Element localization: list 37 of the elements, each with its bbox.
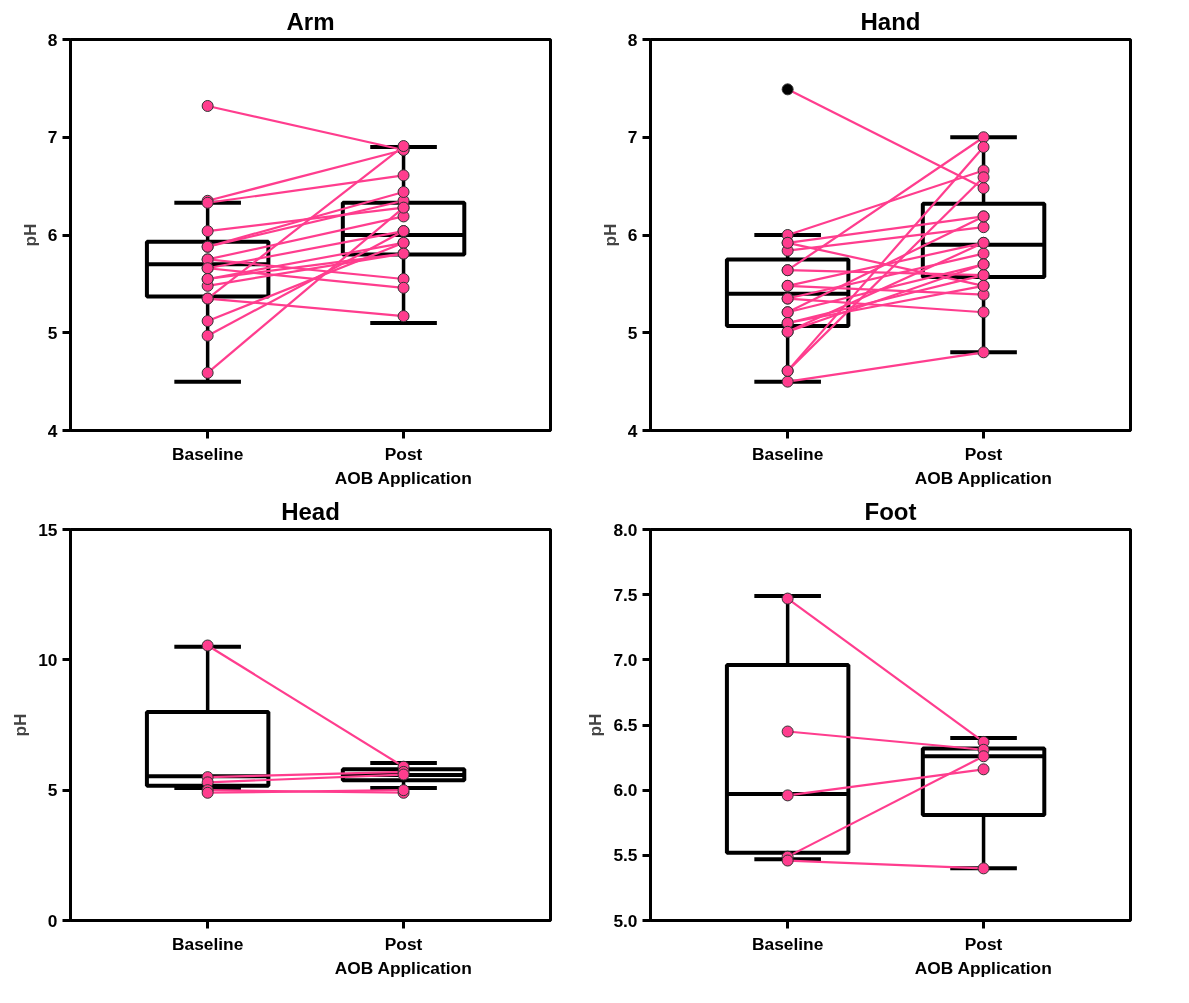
y-tick-label: 7 (47, 127, 58, 148)
x-tick-label: Baseline (172, 933, 244, 954)
y-axis-title: pH (599, 223, 620, 247)
x-tick-label: Baseline (172, 443, 244, 464)
y-tick-label: 6 (47, 225, 58, 245)
x-tick-label: Baseline (752, 933, 824, 954)
y-tick-label: 0 (47, 910, 58, 931)
x-tick-label: Post AOB Application (334, 443, 472, 488)
chart-title: Head (281, 497, 340, 525)
y-tick-label: 8 (627, 29, 638, 50)
y-tick-label: 5.5 (613, 845, 638, 866)
y-tick-label: 8 (47, 29, 58, 50)
y-tick-label: 6.5 (613, 715, 638, 735)
x-tick-label: Post AOB Application (334, 933, 472, 978)
y-tick-label: 7.0 (613, 649, 638, 670)
y-axis-title: pH (19, 223, 40, 247)
x-tick-label: Post AOB Application (914, 933, 1052, 978)
y-tick-label: 15 (38, 519, 58, 540)
x-tick-label: Post AOB Application (914, 443, 1052, 488)
y-tick-label: 6 (627, 225, 638, 245)
chart-title: Foot (864, 497, 917, 525)
y-tick-label: 4 (627, 420, 638, 441)
y-tick-label: 5 (47, 780, 58, 801)
y-tick-label: 10 (38, 649, 58, 670)
y-tick-label: 5 (47, 322, 58, 343)
y-tick-label: 5 (627, 322, 638, 343)
y-tick-label: 6.0 (613, 780, 638, 801)
y-tick-label: 5.0 (613, 910, 638, 931)
y-tick-label: 7.5 (613, 584, 638, 605)
y-tick-label: 8.0 (613, 519, 638, 540)
chart-title: Hand (860, 7, 921, 35)
x-tick-label: Baseline (752, 443, 824, 464)
y-axis-title: pH (585, 713, 606, 737)
chart-title: Arm (286, 7, 335, 35)
y-tick-label: 7 (627, 127, 638, 148)
y-axis-title: pH (10, 713, 31, 737)
y-tick-label: 4 (47, 420, 58, 441)
